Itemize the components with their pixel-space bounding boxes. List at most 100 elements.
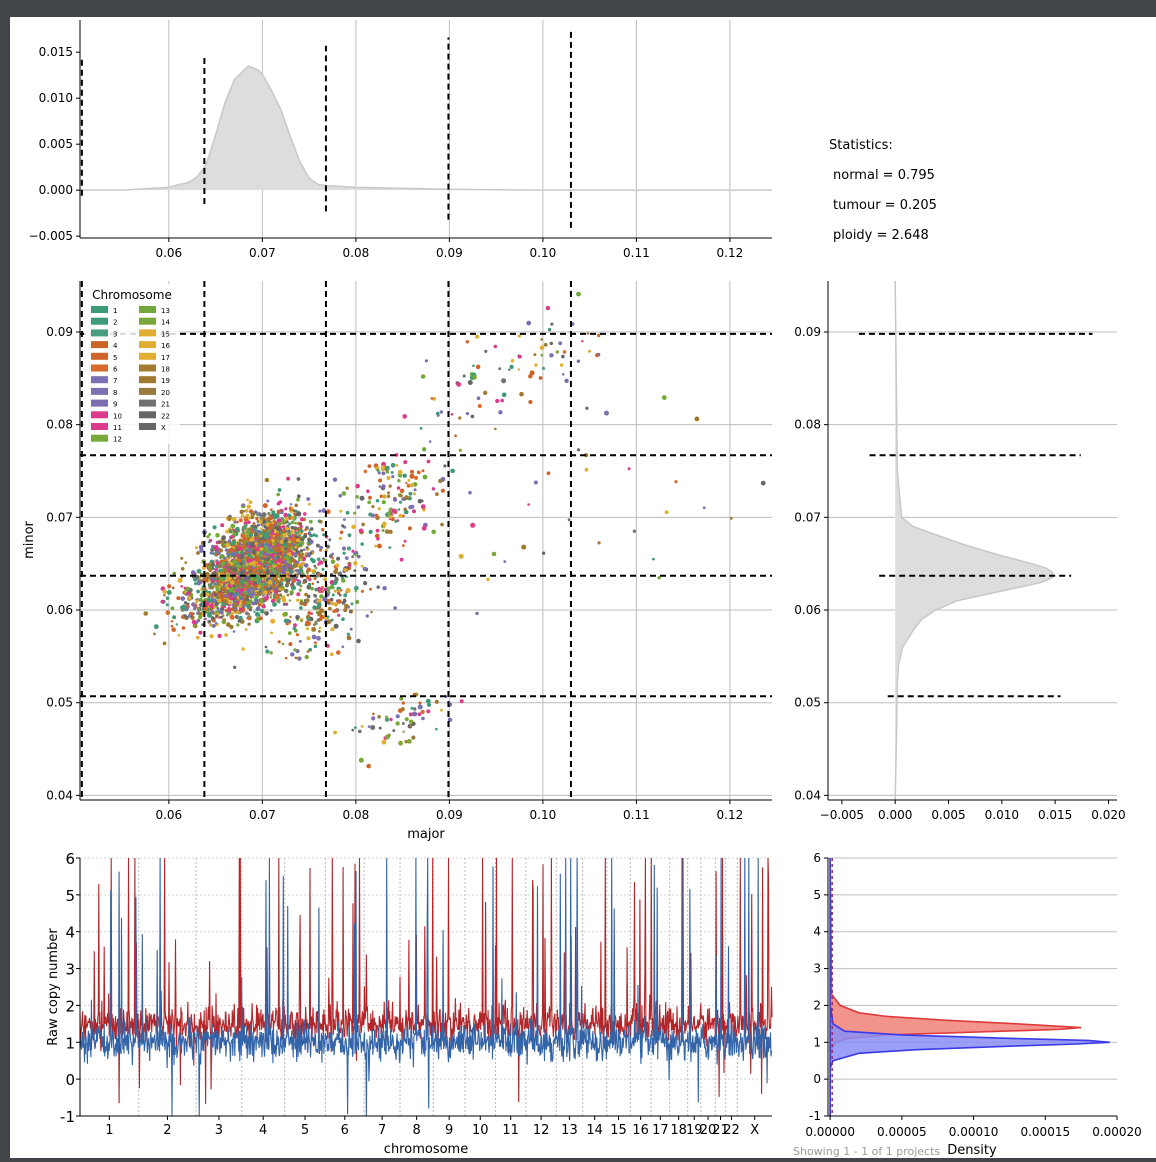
- scatter-point: [428, 440, 432, 443]
- scatter-point: [375, 499, 380, 503]
- scatter-point: [231, 593, 237, 599]
- scatter-point: [270, 618, 276, 624]
- scatter-point: [326, 615, 330, 619]
- scatter-point: [296, 592, 301, 597]
- scatter-point: [346, 566, 349, 569]
- scatter-point: [546, 471, 551, 476]
- scatter-point: [226, 554, 230, 558]
- scatter-point: [419, 427, 423, 430]
- scatter-point: [289, 546, 294, 550]
- y-tick-label: 0.04: [46, 788, 73, 802]
- density-area: [80, 65, 772, 191]
- scatter-point: [383, 526, 386, 529]
- scatter-point: [313, 593, 316, 597]
- scatter-point: [293, 512, 297, 516]
- scatter-point: [300, 529, 304, 533]
- scatter-point: [288, 567, 292, 572]
- scatter-point: [381, 500, 386, 505]
- scatter-point: [305, 546, 309, 550]
- scatter-point: [355, 495, 359, 499]
- x-tick-label: 0.11: [623, 808, 650, 822]
- scatter-point: [388, 546, 392, 549]
- scatter-point: [217, 583, 221, 586]
- legend-label: 19: [161, 377, 170, 385]
- scatter-point: [225, 529, 230, 534]
- scatter-point: [374, 513, 379, 517]
- y-tick-label: 6: [813, 851, 821, 865]
- scatter-point: [267, 566, 270, 569]
- x-tick-label: 0.020: [1091, 808, 1125, 822]
- scatter-point: [519, 391, 524, 397]
- legend-swatch: [91, 423, 108, 430]
- scatter-point: [426, 702, 432, 707]
- scatter-point: [183, 586, 187, 590]
- scatter-point: [246, 498, 249, 502]
- scatter-point: [226, 563, 230, 567]
- scatter-point: [417, 704, 423, 710]
- scatter-point: [290, 525, 294, 530]
- scatter-point: [231, 551, 236, 556]
- scatter-point: [217, 633, 222, 639]
- scatter-point: [539, 345, 545, 351]
- scatter-point: [386, 475, 391, 480]
- x-tick-label: 0.06: [155, 808, 182, 822]
- scatter-point: [311, 582, 315, 585]
- scatter-point: [350, 602, 354, 606]
- legend-label: 10: [113, 412, 122, 420]
- scatter-point: [384, 717, 390, 722]
- x-tick-label: 0.010: [985, 808, 1019, 822]
- scatter-point: [287, 513, 292, 518]
- scatter-point: [321, 567, 325, 571]
- scatter-point: [288, 642, 293, 647]
- scatter-point: [295, 535, 299, 539]
- scatter-point: [239, 509, 244, 514]
- scatter-point: [229, 547, 234, 552]
- scatter-point: [290, 652, 295, 657]
- scatter-point: [398, 513, 403, 518]
- legend-swatch: [91, 306, 108, 313]
- scatter-point: [302, 581, 306, 585]
- stat-normal: normal = 0.795: [833, 168, 935, 183]
- scatter-point: [269, 593, 273, 597]
- scatter-point: [188, 614, 192, 618]
- scatter-point: [196, 568, 202, 574]
- scatter-point: [402, 414, 408, 419]
- scatter-point: [315, 543, 320, 548]
- scatter-point: [382, 494, 387, 499]
- scatter-point: [258, 523, 261, 527]
- scatter-point: [384, 734, 390, 740]
- scatter-point: [363, 469, 368, 474]
- scatter-point: [180, 556, 184, 560]
- scatter-point: [472, 374, 477, 380]
- scatter-point: [344, 556, 349, 560]
- chromosome-label: 3: [215, 1123, 223, 1138]
- scatter-point: [248, 608, 253, 612]
- scatter-point: [336, 650, 341, 655]
- scatter-point: [261, 540, 265, 544]
- x-tick-label: 0.00005: [877, 1125, 927, 1139]
- scatter-point: [198, 544, 204, 550]
- scatter-point: [295, 633, 299, 637]
- scatter-point: [549, 341, 553, 346]
- x-tick-label: 0.00015: [1020, 1125, 1070, 1139]
- minor-density-panel: −0.005 0.000 0.005 0.010 0.015 0.020 0.09 0.08 0…: [794, 280, 1126, 822]
- x-tick-label: 0.09: [436, 808, 463, 822]
- major-minor-scatter-panel: 0.06 0.07 0.08 0.09 0.10 0.11 0.12 0.09 0.08 0.07…: [22, 281, 772, 842]
- scatter-point: [293, 526, 297, 530]
- scatter-point: [282, 602, 286, 606]
- scatter-point: [253, 564, 256, 568]
- scatter-point: [232, 531, 237, 536]
- legend-swatch: [139, 364, 156, 372]
- scatter-point: [223, 540, 227, 544]
- scatter-point: [325, 544, 331, 549]
- scatter-point: [357, 554, 361, 559]
- scatter-point: [160, 599, 165, 604]
- scatter-point: [282, 542, 287, 547]
- y-tick-label: 1: [813, 1035, 821, 1049]
- scatter-point: [576, 448, 581, 452]
- scatter-point: [283, 553, 286, 557]
- scatter-point: [391, 508, 397, 514]
- scatter-point: [410, 504, 415, 509]
- scatter-point: [232, 584, 235, 587]
- scatter-point: [567, 518, 571, 522]
